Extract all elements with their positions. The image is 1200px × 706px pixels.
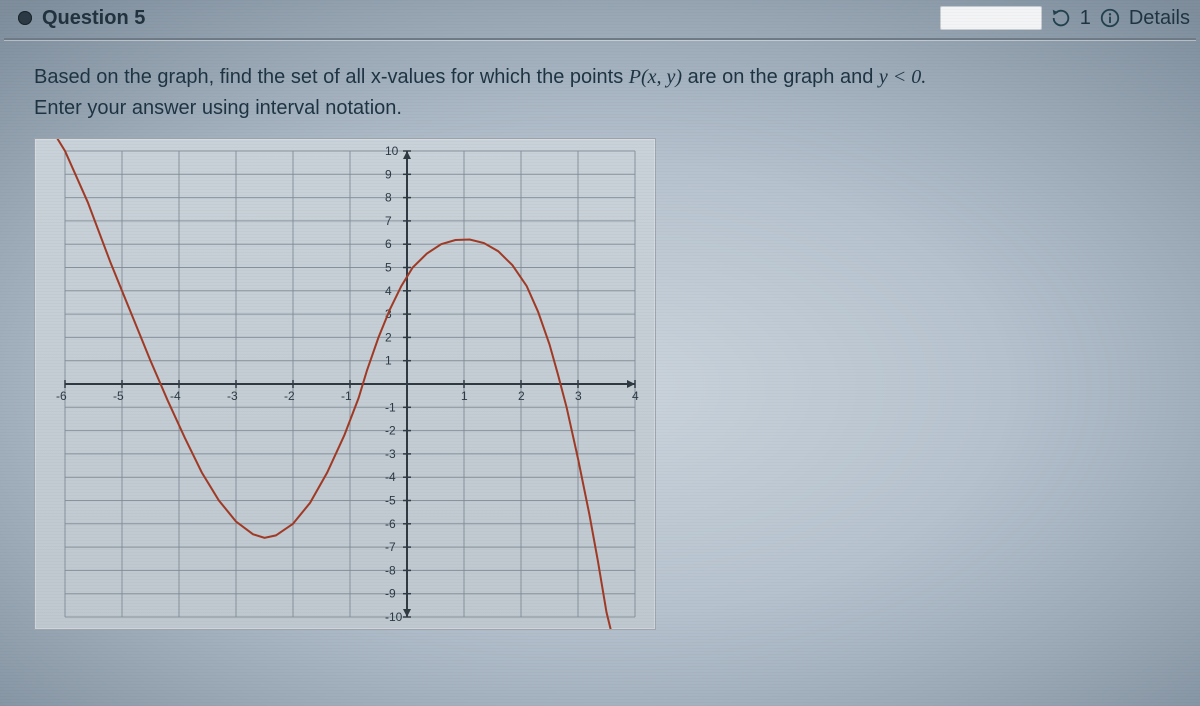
svg-text:-5: -5 xyxy=(385,494,396,508)
graph-container: -6-5-4-3-2-11234-10-9-8-7-6-5-4-3-2-1123… xyxy=(34,138,656,630)
svg-text:-6: -6 xyxy=(56,389,67,403)
prompt-math-pxy: P(x, y) xyxy=(629,66,682,88)
svg-text:10: 10 xyxy=(385,144,399,158)
svg-text:2: 2 xyxy=(385,330,392,344)
header-right: 1 Details xyxy=(940,6,1190,30)
question-header: Question 5 1 Details xyxy=(0,0,1200,38)
svg-text:-10: -10 xyxy=(385,610,403,624)
svg-text:8: 8 xyxy=(385,191,392,205)
status-dot-icon xyxy=(18,11,32,25)
svg-text:-5: -5 xyxy=(113,389,124,403)
svg-text:-1: -1 xyxy=(341,389,352,403)
svg-text:-9: -9 xyxy=(385,587,396,601)
svg-text:5: 5 xyxy=(385,261,392,275)
svg-text:-4: -4 xyxy=(170,389,181,403)
svg-text:-3: -3 xyxy=(227,389,238,403)
retry-icon[interactable] xyxy=(1050,7,1072,29)
svg-text:1: 1 xyxy=(385,354,392,368)
svg-text:-3: -3 xyxy=(385,447,396,461)
header-left: Question 5 xyxy=(18,7,145,30)
svg-text:-1: -1 xyxy=(385,400,396,414)
attempts-count: 1 xyxy=(1080,7,1091,30)
svg-text:1: 1 xyxy=(461,389,468,403)
svg-text:4: 4 xyxy=(632,389,639,403)
prompt-math-cond: y < 0. xyxy=(879,66,926,88)
svg-text:-2: -2 xyxy=(385,424,396,438)
details-link[interactable]: Details xyxy=(1129,7,1190,30)
prompt-text-2: are on the graph and xyxy=(682,66,879,88)
prompt-text-3: Enter your answer using interval notatio… xyxy=(34,97,402,119)
svg-text:-2: -2 xyxy=(284,389,295,403)
svg-text:3: 3 xyxy=(575,389,582,403)
info-icon[interactable] xyxy=(1099,7,1121,29)
question-body: Based on the graph, find the set of all … xyxy=(0,40,1200,640)
svg-text:7: 7 xyxy=(385,214,392,228)
svg-text:4: 4 xyxy=(385,284,392,298)
question-title: Question 5 xyxy=(42,7,145,30)
svg-text:2: 2 xyxy=(518,389,525,403)
svg-text:-8: -8 xyxy=(385,563,396,577)
svg-text:9: 9 xyxy=(385,167,392,181)
svg-text:-6: -6 xyxy=(385,517,396,531)
score-blank xyxy=(940,6,1042,30)
svg-text:-7: -7 xyxy=(385,540,396,554)
svg-text:-4: -4 xyxy=(385,470,396,484)
prompt-text-1: Based on the graph, find the set of all … xyxy=(34,66,629,88)
question-panel: Question 5 1 Details Based on the graph,… xyxy=(0,0,1200,706)
svg-text:6: 6 xyxy=(385,237,392,251)
graph-plot: -6-5-4-3-2-11234-10-9-8-7-6-5-4-3-2-1123… xyxy=(35,139,655,629)
question-prompt: Based on the graph, find the set of all … xyxy=(34,62,1174,124)
